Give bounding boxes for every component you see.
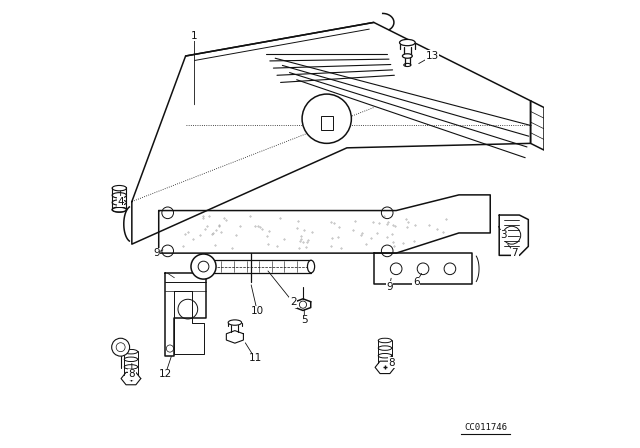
Text: 11: 11 xyxy=(248,353,262,363)
Text: 6: 6 xyxy=(413,277,420,287)
Ellipse shape xyxy=(403,54,412,58)
Text: 13: 13 xyxy=(426,51,438,61)
Ellipse shape xyxy=(399,39,415,46)
Text: 5: 5 xyxy=(301,315,308,325)
Circle shape xyxy=(112,338,130,356)
Text: 7: 7 xyxy=(511,248,518,258)
Ellipse shape xyxy=(228,320,242,325)
Ellipse shape xyxy=(307,260,315,273)
Text: 12: 12 xyxy=(159,369,172,379)
Text: 10: 10 xyxy=(251,306,264,316)
Text: CC011746: CC011746 xyxy=(464,423,508,432)
Text: 9: 9 xyxy=(153,248,160,258)
Circle shape xyxy=(302,94,351,143)
Text: 2: 2 xyxy=(290,297,296,307)
Text: 8: 8 xyxy=(129,369,135,379)
Text: 4: 4 xyxy=(117,197,124,207)
Text: 8: 8 xyxy=(388,358,395,368)
Text: 3: 3 xyxy=(500,230,507,240)
Text: 9: 9 xyxy=(386,282,393,292)
Circle shape xyxy=(191,254,216,279)
Text: 1: 1 xyxy=(191,31,198,41)
